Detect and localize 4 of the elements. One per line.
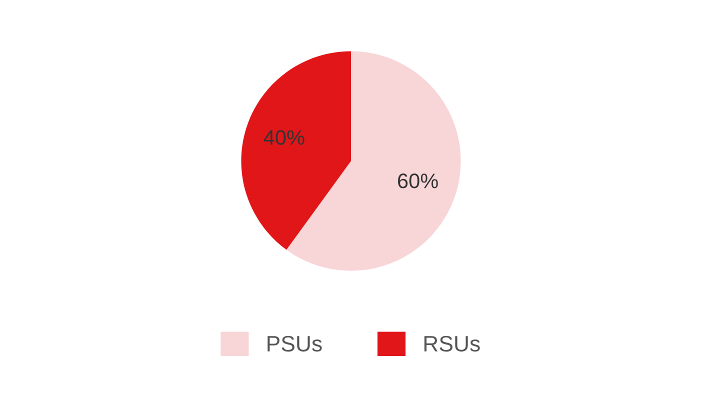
legend-label: RSUs bbox=[424, 336, 480, 352]
data-label: 60% bbox=[398, 174, 438, 188]
legend-label: PSUs bbox=[268, 336, 322, 352]
data-label: 40% bbox=[264, 130, 304, 145]
